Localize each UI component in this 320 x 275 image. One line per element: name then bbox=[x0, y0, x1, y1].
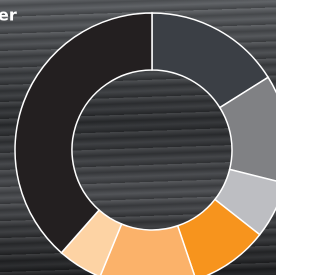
chart: er bbox=[0, 0, 276, 275]
screen: er bbox=[0, 0, 276, 275]
donut-segment bbox=[15, 13, 152, 253]
chart-title: er bbox=[0, 6, 17, 25]
